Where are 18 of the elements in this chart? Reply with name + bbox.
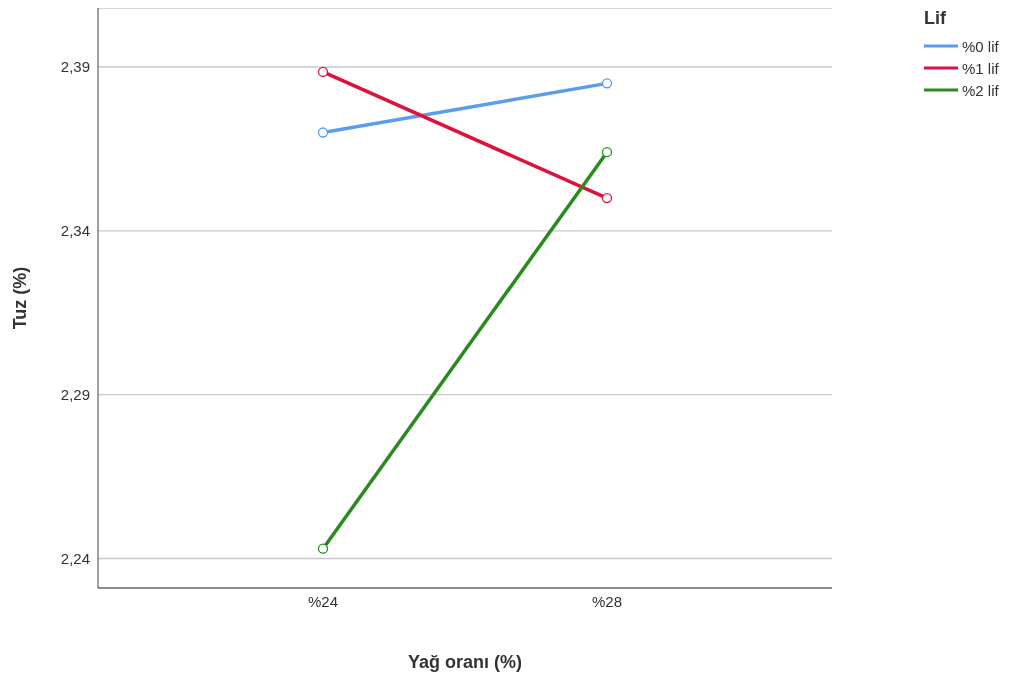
legend-label: %2 lif <box>962 81 999 99</box>
y-tick-label: 2,29 <box>60 385 90 403</box>
point <box>317 127 329 138</box>
x-tick-label: %28 <box>591 592 623 610</box>
y-axis-title: Tuz (%) <box>10 266 31 330</box>
y-tick-label: 2,39 <box>60 58 90 76</box>
legend-label: %1 lif <box>962 59 999 77</box>
x-axis-title: Yağ oranı (%) <box>407 652 523 672</box>
point <box>601 78 613 89</box>
y-tick-label: 2,24 <box>60 549 90 567</box>
legend-title: Lif <box>924 8 947 29</box>
point <box>317 543 329 554</box>
point <box>601 147 613 158</box>
point <box>317 66 329 78</box>
y-tick-label: 2,34 <box>60 222 90 240</box>
x-tick-label: %24 <box>307 592 339 610</box>
point <box>601 192 613 204</box>
legend-label: %0 lif <box>962 37 999 55</box>
